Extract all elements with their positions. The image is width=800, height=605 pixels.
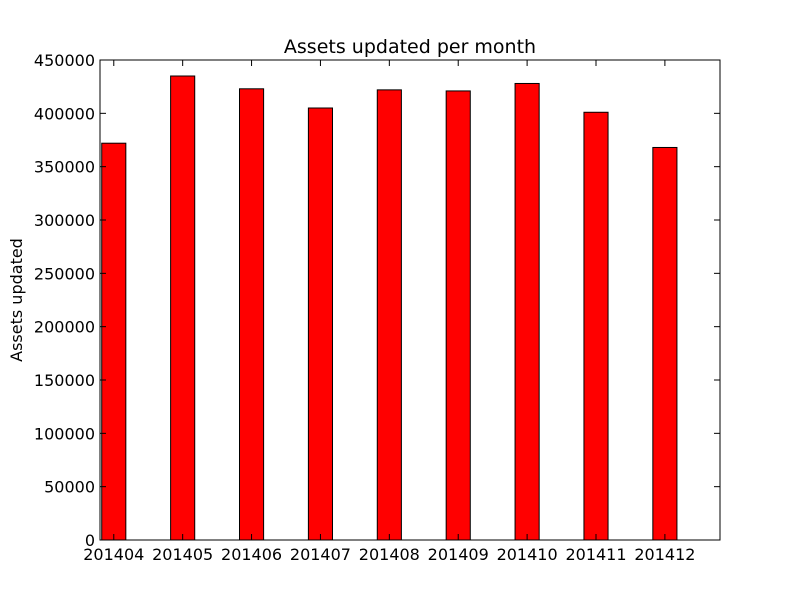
y-tick-label-450000: 450000 — [34, 51, 95, 70]
bar-201412 — [652, 146, 678, 541]
y-tick-label-250000: 250000 — [34, 264, 95, 283]
bars-layer — [101, 75, 678, 541]
y-tick-label-400000: 400000 — [34, 104, 95, 123]
bar-201411 — [583, 111, 609, 541]
x-tick-label-201412: 201412 — [634, 545, 695, 564]
x-tick-label-201411: 201411 — [565, 545, 626, 564]
y-tick-label-200000: 200000 — [34, 318, 95, 337]
x-tick-label-201408: 201408 — [359, 545, 420, 564]
chart-title: Assets updated per month — [284, 36, 536, 58]
y-tick-label-0: 0 — [85, 531, 95, 550]
bar-201405 — [170, 75, 196, 541]
y-tick-label-350000: 350000 — [34, 158, 95, 177]
plot-frame — [99, 59, 721, 541]
y-tick-label-300000: 300000 — [34, 211, 95, 230]
x-tick-label-201407: 201407 — [290, 545, 351, 564]
y-tick-label-100000: 100000 — [34, 424, 95, 443]
x-tick-label-201410: 201410 — [497, 545, 558, 564]
bar-201404 — [101, 142, 127, 541]
y-tick-label-150000: 150000 — [34, 371, 95, 390]
ticks-layer: 201404 201405 201406 201407 201408 201409 2014… — [34, 51, 720, 564]
x-tick-label-201406: 201406 — [221, 545, 282, 564]
bar-201407 — [307, 107, 333, 541]
bar-201410 — [514, 82, 540, 541]
y-axis-title: Assets updated — [7, 238, 26, 362]
bar-201406 — [239, 88, 265, 541]
bar-201408 — [376, 89, 402, 541]
x-tick-label-201405: 201405 — [152, 545, 213, 564]
x-tick-label-201409: 201409 — [428, 545, 489, 564]
bar-201409 — [445, 90, 471, 541]
x-tick-label-201404: 201404 — [83, 545, 144, 564]
y-tick-label-50000: 50000 — [44, 478, 95, 497]
